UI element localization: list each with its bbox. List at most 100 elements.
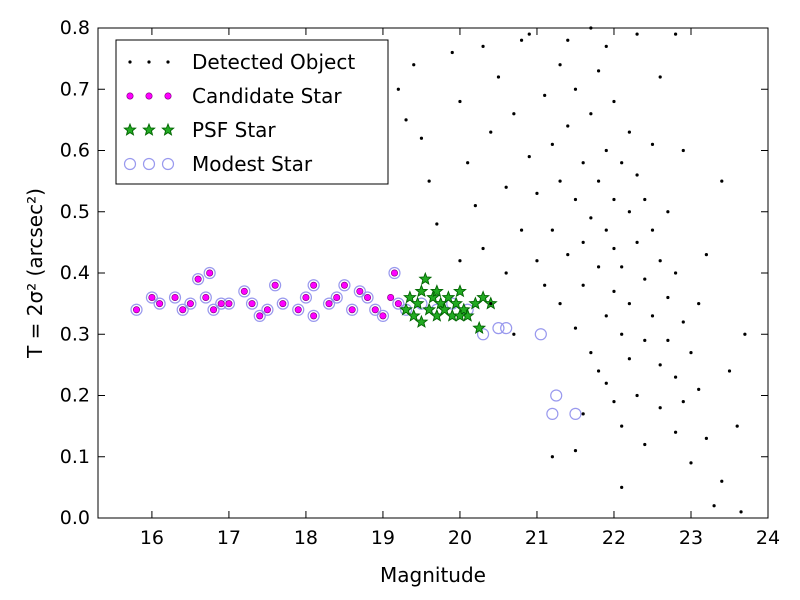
y-tick-label: 0.0	[60, 507, 90, 529]
modest-star-point	[168, 291, 182, 304]
detected-object-point	[581, 240, 585, 244]
detected-object-point	[612, 400, 616, 404]
modest-star-point	[346, 303, 359, 316]
modest-star-point	[492, 322, 505, 335]
legend-modest-star-label: Modest Star	[192, 152, 313, 176]
detected-object-point	[535, 259, 539, 263]
modest-star-point	[199, 291, 212, 304]
detected-object-point	[635, 173, 639, 177]
detected-object-point	[697, 302, 701, 306]
modest-star-point	[500, 322, 513, 335]
detected-object-point	[612, 289, 616, 293]
detected-object-point	[743, 332, 747, 336]
candidate-star-point	[310, 281, 318, 289]
modest-star-point	[330, 291, 343, 304]
detected-object-point	[612, 99, 616, 104]
detected-object-point	[627, 130, 631, 134]
modest-star-point	[338, 279, 351, 292]
detected-object-point	[581, 412, 585, 416]
detected-object-point	[550, 228, 554, 232]
modest-star-point	[546, 407, 559, 420]
legend-modest-star-marker	[161, 157, 175, 171]
detected-object-point	[620, 265, 624, 269]
detected-object-point	[543, 93, 547, 97]
detected-object-point	[558, 302, 562, 306]
legend: Detected Object Candidate Star PSF Star Mod…	[115, 39, 389, 185]
detected-object-point	[658, 259, 662, 263]
modest-star-point	[534, 328, 547, 341]
detected-object-point	[419, 136, 424, 140]
y-tick-label: 0.8	[60, 17, 90, 39]
detected-object-point	[658, 363, 662, 367]
legend-candidate-star-marker	[164, 92, 172, 100]
psf-star-point	[414, 284, 429, 298]
candidate-star-point	[263, 306, 271, 314]
candidate-star-point	[256, 312, 264, 320]
candidate-star-point	[387, 293, 395, 301]
psf-star-point	[429, 284, 444, 298]
modest-star-point	[238, 285, 251, 298]
candidate-star-point	[348, 306, 356, 314]
detected-object-point	[527, 32, 531, 36]
modest-star-point	[130, 303, 143, 316]
x-tick-label: 19	[371, 527, 395, 549]
psf-star-point	[472, 320, 487, 335]
candidate-star-point	[225, 300, 233, 308]
detected-object-point	[620, 332, 624, 336]
detected-object-point	[681, 400, 685, 404]
detected-object-point	[450, 50, 454, 55]
x-tick-label: 18	[294, 527, 318, 549]
psf-star-point	[403, 290, 417, 304]
detected-object-point	[673, 375, 678, 379]
detected-object-point	[573, 197, 578, 202]
candidate-star-point	[310, 312, 318, 320]
detected-object-point	[596, 265, 601, 269]
legend-psf-star-marker	[142, 122, 156, 136]
detected-object-point	[643, 338, 647, 342]
modest-star-point	[245, 297, 259, 310]
detected-object-point	[473, 204, 477, 208]
legend-psf-star-marker	[123, 122, 137, 136]
modest-star-point	[184, 297, 197, 310]
y-tick-label: 0.7	[60, 78, 90, 100]
psf-star-point	[429, 308, 444, 322]
detected-object-point	[727, 369, 732, 373]
y-tick-label: 0.2	[60, 385, 90, 407]
detected-object-point	[573, 326, 578, 330]
y-tick-label: 0.5	[60, 201, 90, 223]
y-tick-label: 0.1	[60, 446, 90, 468]
candidate-star-point	[148, 293, 156, 301]
detected-object-point	[643, 442, 647, 447]
candidate-star-point	[240, 287, 248, 295]
candidate-star-point	[206, 269, 214, 277]
modest-star-point	[192, 273, 205, 286]
detected-object-point	[689, 351, 693, 355]
candidate-star-point	[356, 287, 364, 295]
detected-object-point	[604, 314, 608, 318]
detected-object-point	[481, 44, 485, 48]
detected-object-point	[673, 430, 678, 434]
detected-object-point	[458, 259, 462, 263]
detected-object-point	[519, 228, 524, 232]
detected-object-point	[627, 357, 631, 361]
candidate-star-point	[394, 300, 402, 308]
candidate-star-point	[248, 300, 256, 308]
candidate-star-point	[340, 281, 348, 289]
candidate-star-point	[133, 306, 141, 314]
modest-star-point	[145, 291, 159, 304]
modest-star-point	[376, 309, 390, 322]
detected-object-point	[489, 130, 493, 134]
modest-star-point	[550, 389, 563, 402]
legend-detected-object-label: Detected Object	[192, 50, 355, 74]
modest-star-point	[361, 291, 374, 304]
psf-star-point	[414, 314, 429, 328]
legend-detected-object-marker	[128, 60, 132, 64]
x-tick-label: 24	[756, 527, 780, 549]
x-tick-label: 17	[217, 527, 241, 549]
detected-object-point	[589, 216, 593, 220]
candidate-star-point	[202, 293, 210, 301]
candidate-star-point	[210, 306, 218, 314]
legend-candidate-star-label: Candidate Star	[192, 84, 342, 108]
detected-object-point	[412, 63, 416, 67]
modest-star-point	[322, 297, 336, 310]
